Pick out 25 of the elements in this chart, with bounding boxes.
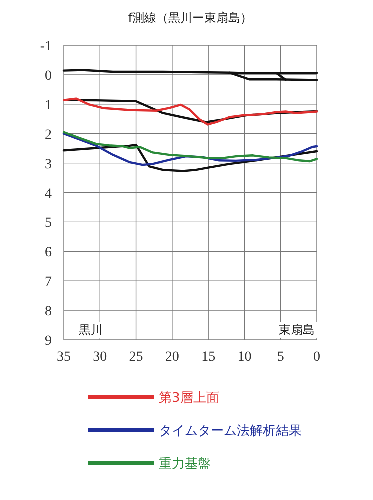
x-tick-label: 20 bbox=[165, 350, 180, 365]
y-tick-label: 4 bbox=[45, 186, 52, 202]
y-tick-label: -1 bbox=[40, 40, 52, 54]
y-tick-label: 0 bbox=[45, 68, 52, 84]
annotation: 黒川 bbox=[79, 323, 103, 337]
x-tick-label: 25 bbox=[129, 350, 144, 365]
y-tick-label: 2 bbox=[45, 128, 52, 143]
y-tick-label: 9 bbox=[45, 334, 52, 349]
x-tick-label: 35 bbox=[57, 350, 71, 365]
y-tick-label: 6 bbox=[45, 246, 52, 261]
x-tick-label: 10 bbox=[238, 350, 252, 365]
x-tick-label: 15 bbox=[202, 350, 216, 365]
x-tick-label: 5 bbox=[277, 350, 284, 365]
y-tick-label: 5 bbox=[45, 216, 52, 232]
x-tick-label: 0 bbox=[314, 350, 320, 365]
legend-item: 第3層上面 bbox=[88, 391, 220, 406]
legend-item: タイムターム法解析結果 bbox=[88, 424, 302, 439]
annotation: 東扇島 bbox=[279, 323, 315, 337]
y-tick-label: 1 bbox=[45, 98, 52, 114]
chart-title: f測線（黒川ー東扇島） bbox=[128, 11, 253, 25]
y-tick-label: 8 bbox=[45, 304, 52, 320]
y-tick-label: 7 bbox=[45, 275, 52, 290]
x-tick-label: 30 bbox=[93, 350, 108, 365]
y-tick-label: 3 bbox=[45, 157, 52, 172]
legend-item: 重力基盤 bbox=[88, 457, 211, 472]
